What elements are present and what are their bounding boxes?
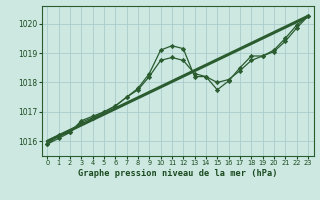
X-axis label: Graphe pression niveau de la mer (hPa): Graphe pression niveau de la mer (hPa) <box>78 169 277 178</box>
